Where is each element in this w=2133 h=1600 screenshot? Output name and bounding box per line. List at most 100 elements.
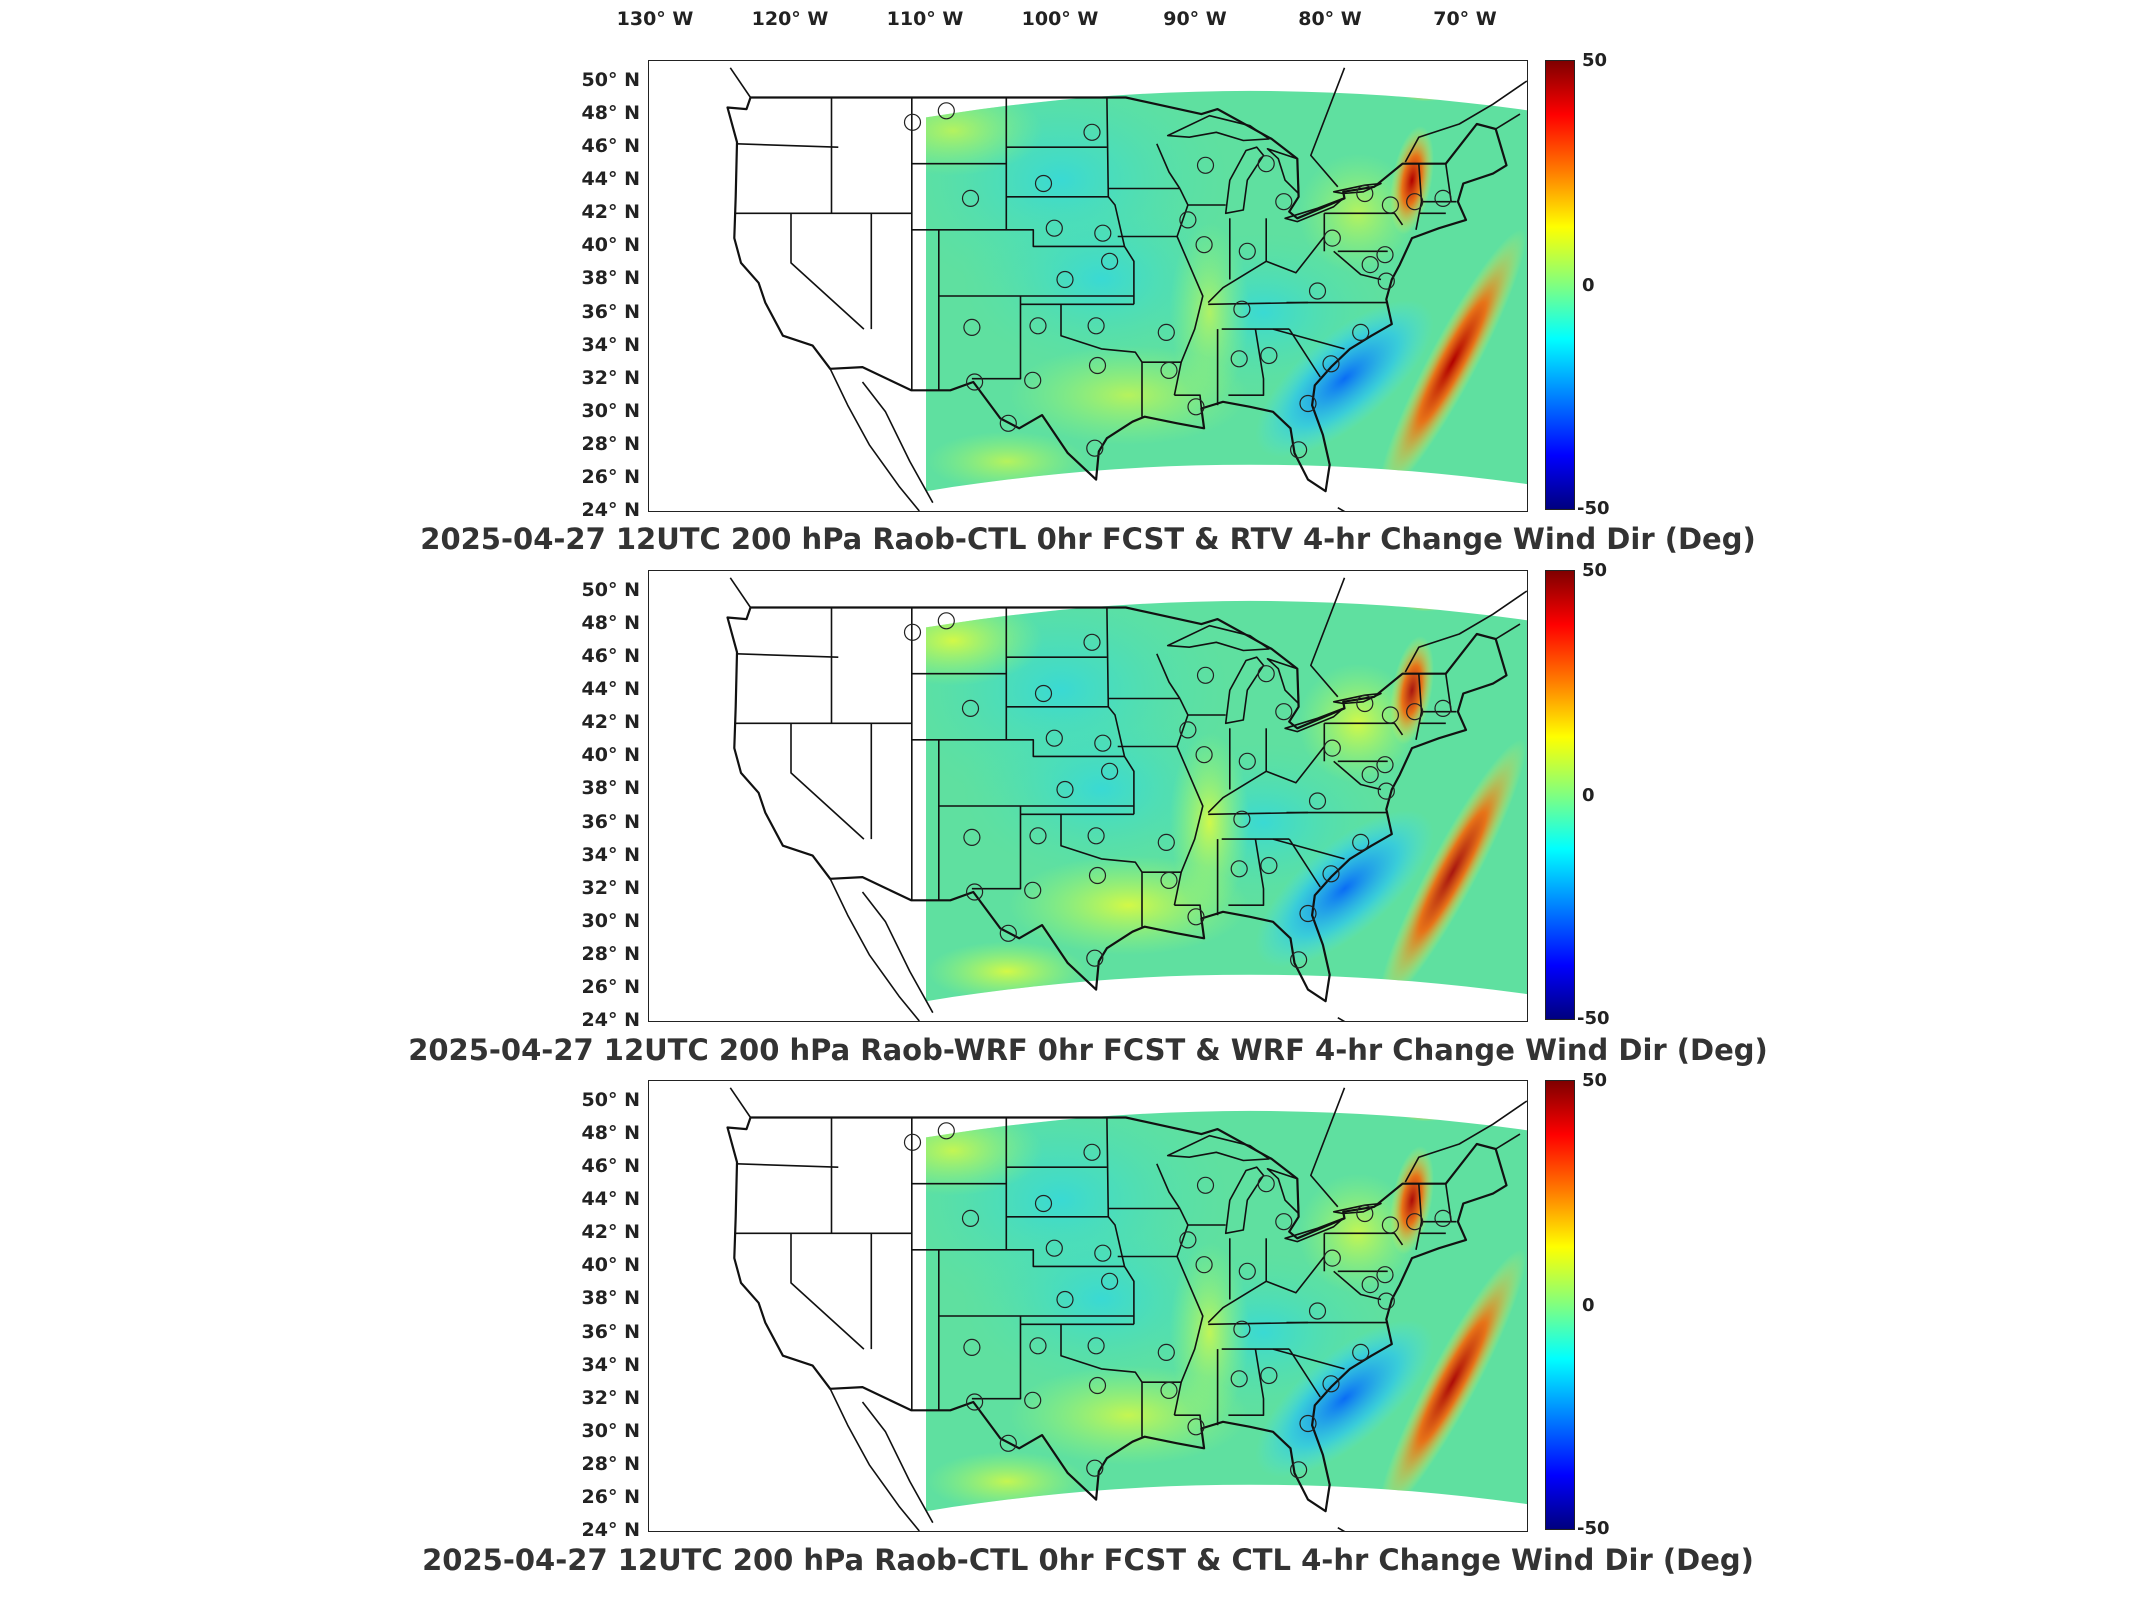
state-border: [1207, 746, 1325, 814]
state-border: [1174, 394, 1203, 409]
lat-label: 24° N: [581, 1009, 640, 1031]
raob-station-marker: [1056, 780, 1074, 799]
raob-station-marker: [1406, 703, 1424, 721]
raob-station-marker: [1376, 756, 1394, 774]
raob-station-marker: [937, 1122, 955, 1140]
great-lake: [1284, 707, 1345, 733]
state-border: [1324, 722, 1404, 736]
raob-station-marker: [1086, 439, 1104, 457]
raob-stations: [903, 1122, 1452, 1479]
state-border: [1174, 904, 1203, 919]
panel-title: 2025-04-27 12UTC 200 hPa Raob-CTL 0hr FC…: [422, 1543, 1754, 1577]
state-border: [971, 1316, 1022, 1400]
raob-station-marker: [1088, 356, 1107, 375]
raob-station-marker: [1406, 1213, 1424, 1231]
lat-label: 36° N: [581, 300, 640, 323]
state-border: [1106, 97, 1135, 305]
colorbar-min-label: -50: [1577, 1008, 1610, 1029]
lon-label-90w: 90° W: [1163, 8, 1227, 30]
raob-station-marker: [903, 1133, 922, 1151]
raob-station-marker: [1160, 361, 1178, 379]
lon-label-100w: 100° W: [1021, 8, 1099, 30]
coastline: [1404, 80, 1527, 163]
raob-station-marker: [1376, 1266, 1394, 1284]
raob-station-marker: [1275, 703, 1293, 721]
wind-dir-change-field: [926, 600, 1527, 1002]
raob-station-marker: [1196, 1176, 1215, 1194]
raob-station-marker: [1087, 317, 1105, 335]
panel-title: 2025-04-27 12UTC 200 hPa Raob-CTL 0hr FC…: [420, 522, 1756, 556]
raob-station-marker: [1196, 156, 1215, 174]
state-border: [1174, 1414, 1203, 1429]
raob-station-marker: [963, 828, 981, 846]
lat-label: 26° N: [581, 975, 640, 998]
raob-station-marker: [1322, 355, 1340, 373]
raob-station-marker: [1179, 721, 1197, 739]
raob-station-marker: [1361, 1276, 1379, 1294]
lat-label: 50° N: [581, 1089, 640, 1111]
raob-station-marker: [1377, 1292, 1395, 1310]
raob-station-marker: [1323, 229, 1341, 247]
state-border: [1333, 1270, 1382, 1301]
raob-station-marker: [1101, 1272, 1119, 1290]
state-border: [790, 213, 865, 330]
colorbar: [1545, 1080, 1575, 1530]
raob-station-marker: [1322, 865, 1340, 883]
raob-station-marker: [1083, 1143, 1101, 1161]
map-borders: [726, 1087, 1527, 1531]
raob-station-marker: [1381, 1216, 1400, 1234]
state-border: [1333, 760, 1382, 791]
great-lake: [1166, 114, 1270, 142]
lat-label: 34° N: [581, 843, 640, 866]
raob-station-marker: [1187, 398, 1205, 416]
state-border: [1272, 1348, 1345, 1370]
state-border: [1207, 236, 1325, 304]
raob-station-marker: [1308, 1302, 1327, 1320]
state-border: [736, 1163, 839, 1168]
state-border: [1324, 212, 1404, 226]
state-border: [1060, 304, 1143, 417]
raob-station-marker: [1406, 193, 1424, 211]
raob-station-marker: [1230, 350, 1248, 368]
coastline: [1337, 507, 1346, 511]
raob-station-marker: [937, 102, 955, 120]
map-frame: [648, 60, 1528, 512]
lat-label: 32° N: [581, 1386, 640, 1409]
state-border: [1156, 1163, 1181, 1209]
wind-dir-change-field: [926, 1110, 1527, 1512]
lon-label-110w: 110° W: [886, 8, 964, 30]
raob-station-marker: [1233, 300, 1251, 318]
state-border: [1288, 838, 1321, 888]
great-lake: [1224, 656, 1265, 725]
raob-station-marker: [1029, 1337, 1047, 1355]
lat-label: 40° N: [581, 1254, 640, 1277]
raob-station-marker: [966, 373, 984, 391]
lat-label: 50° N: [581, 69, 640, 91]
colorbar-zero-label: 0: [1582, 785, 1595, 806]
raob-station-marker: [1323, 739, 1341, 757]
coastline: [1309, 67, 1346, 188]
great-lake: [1224, 1166, 1265, 1235]
raob-station-marker: [1187, 1418, 1205, 1436]
map-frame: [648, 570, 1528, 1022]
map-svg: [726, 1087, 1527, 1531]
raob-station-marker: [961, 189, 980, 207]
raob-station-marker: [1356, 1204, 1374, 1223]
raob-station-marker: [1299, 1414, 1317, 1433]
raob-station-marker: [1179, 1231, 1197, 1249]
lat-label: 42° N: [581, 1221, 640, 1244]
raob-station-marker: [1157, 1343, 1175, 1361]
lat-label: 36° N: [581, 1320, 640, 1343]
raob-station-marker: [1088, 1376, 1107, 1395]
lat-label: 48° N: [581, 612, 640, 635]
lat-label: 32° N: [581, 876, 640, 899]
raob-station-marker: [1024, 1391, 1042, 1409]
lat-label: 44° N: [581, 1188, 640, 1211]
raob-station-marker: [1094, 224, 1112, 242]
colorbar-min-label: -50: [1577, 1518, 1610, 1539]
lat-label: 38° N: [581, 267, 640, 290]
state-border: [1228, 328, 1265, 397]
raob-station-marker: [1377, 272, 1395, 290]
raob-station-marker: [903, 113, 922, 131]
lat-label: 26° N: [581, 465, 640, 488]
